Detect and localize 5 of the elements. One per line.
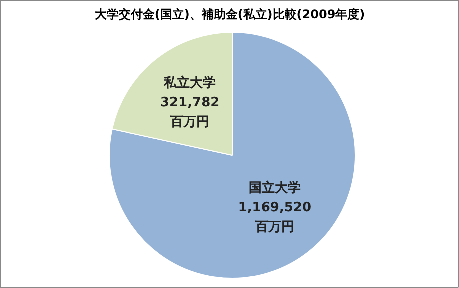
chart-title: 大学交付金(国立)、補助金(私立)比較(2009年度) [94,8,366,22]
slice-label: 私立大学 [163,74,216,91]
data-label: 1,169,520百万円 [238,200,312,236]
data-label: 321,782百万円 [160,95,220,130]
slice-label: 国立大学 [248,180,301,196]
